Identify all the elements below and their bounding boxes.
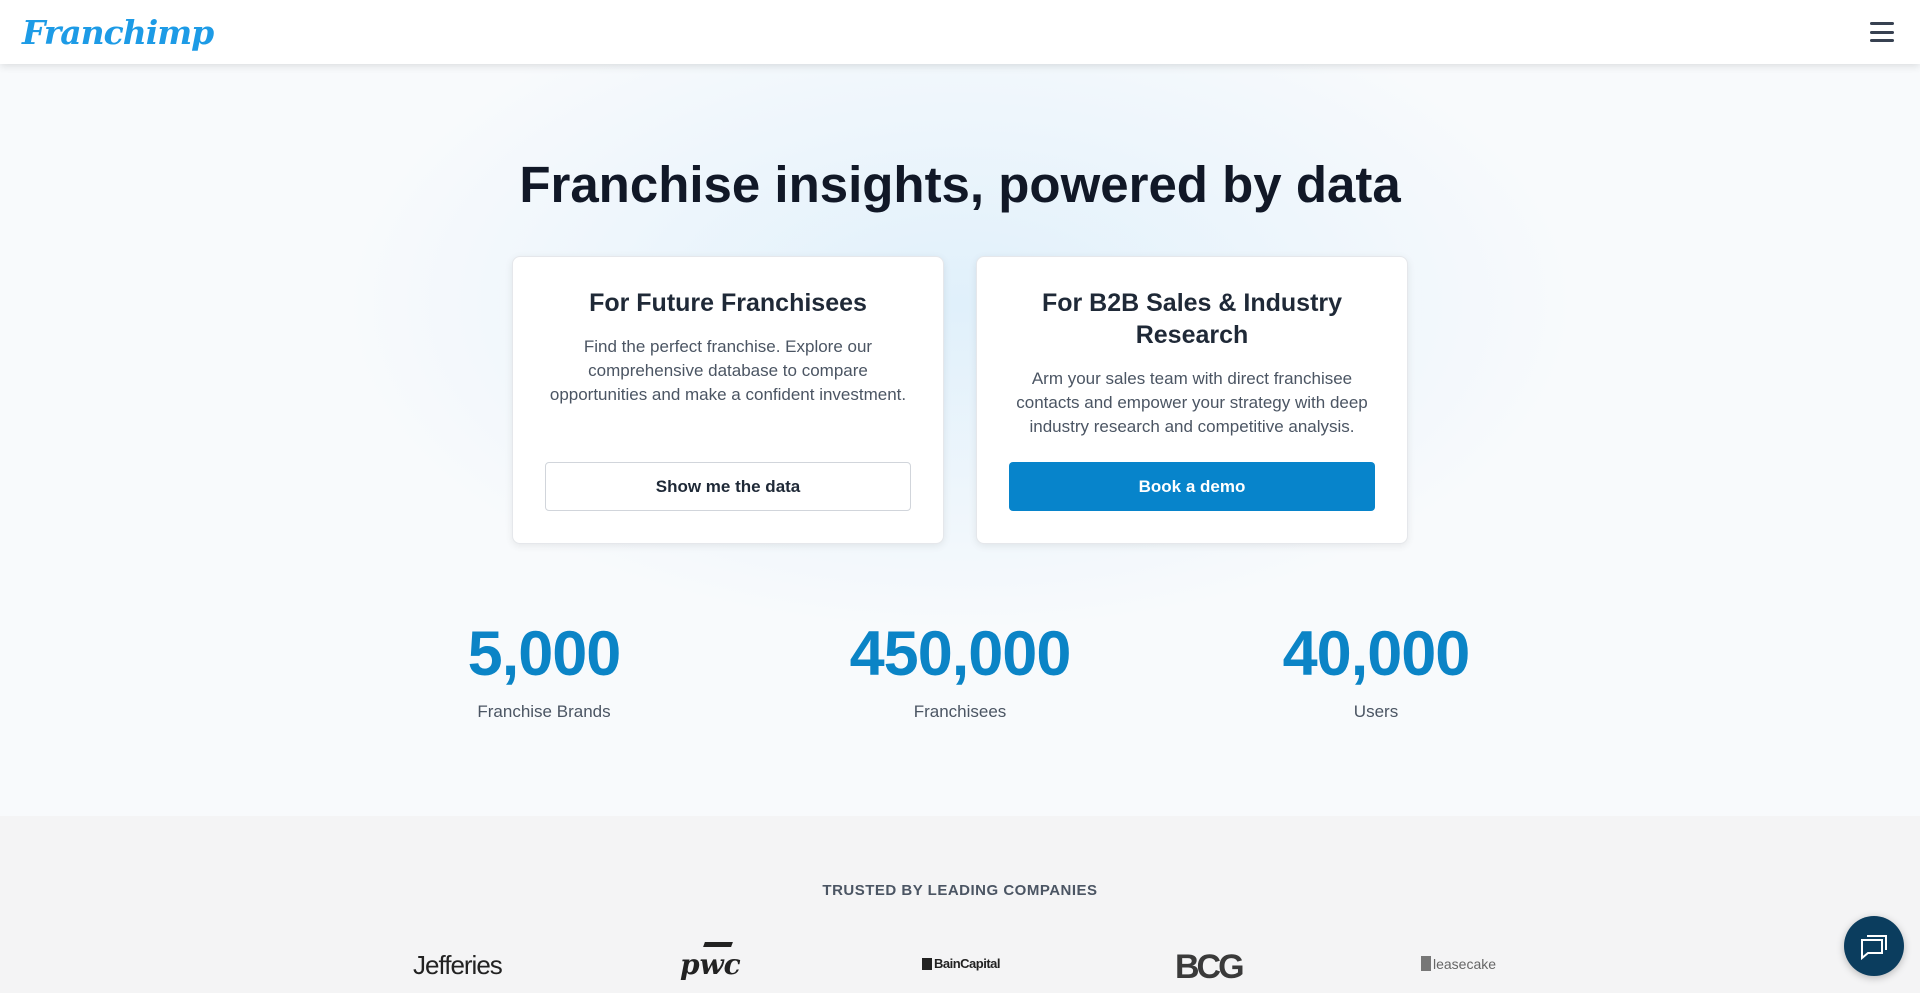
jefferies-logo: Jefferies xyxy=(413,950,503,980)
trusted-section: TRUSTED BY LEADING COMPANIES Jefferies p… xyxy=(0,816,1920,993)
stat-label: Users xyxy=(1353,702,1399,721)
stat-value: 5,000 xyxy=(467,619,622,689)
show-data-button[interactable]: Show me the data xyxy=(545,462,911,511)
franchimp-logo[interactable]: Franchimp xyxy=(22,12,214,52)
stat-brands: 5,000 Franchise Brands xyxy=(344,618,744,722)
card-text: Arm your sales team with direct franchis… xyxy=(1016,369,1368,436)
stat-franchisees: 450,000 Franchisees xyxy=(760,618,1160,722)
stat-users: 40,000 Users xyxy=(1176,618,1576,722)
stat-value: 450,000 xyxy=(849,619,1072,689)
franchisees-card: For Future Franchisees Find the perfect … xyxy=(512,256,944,544)
card-title: For B2B Sales & Industry Research xyxy=(1041,289,1343,349)
baincapital-logo: BainCapital xyxy=(922,956,1001,971)
stat-label: Franchise Brands xyxy=(477,702,611,721)
chat-icon xyxy=(1861,935,1887,960)
hamburger-menu-icon[interactable] xyxy=(1870,22,1894,42)
card-title: For Future Franchisees xyxy=(589,289,867,317)
chat-button[interactable] xyxy=(1844,916,1904,976)
b2b-card: For B2B Sales & Industry Research Arm yo… xyxy=(976,256,1408,544)
pwc-logo: pwc xyxy=(680,942,741,981)
page-title: Franchise insights, powered by data xyxy=(519,156,1401,213)
stat-label: Franchisees xyxy=(913,702,1007,721)
book-demo-button[interactable]: Book a demo xyxy=(1009,462,1375,511)
trusted-title: TRUSTED BY LEADING COMPANIES xyxy=(822,882,1098,899)
stat-value: 40,000 xyxy=(1282,619,1471,689)
bcg-logo: BCG xyxy=(1175,948,1245,986)
card-text: Find the perfect franchise. Explore our … xyxy=(549,337,907,404)
hero-section xyxy=(0,64,1920,816)
leasecake-logo: leasecake xyxy=(1421,956,1496,972)
site-header: Franchimp xyxy=(0,0,1920,64)
